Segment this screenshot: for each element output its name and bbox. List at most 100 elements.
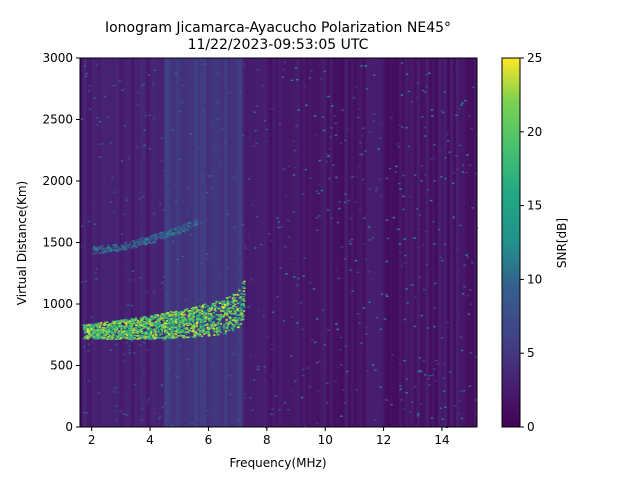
- trace-point: [239, 296, 242, 299]
- trace-point: [138, 323, 141, 325]
- trace-point: [174, 313, 177, 316]
- trace-point: [87, 332, 90, 334]
- noise-column: [377, 58, 382, 427]
- trace-point: [145, 324, 148, 327]
- noise-speck: [289, 258, 292, 260]
- noise-speck: [468, 385, 472, 387]
- noise-speck: [427, 189, 430, 191]
- noise-speck: [130, 304, 134, 307]
- y-tick-label: 1500: [42, 236, 73, 250]
- noise-speck: [304, 168, 308, 171]
- trace-point: [177, 335, 180, 337]
- noise-speck: [444, 406, 447, 408]
- trace-point: [180, 226, 183, 228]
- trace-point: [156, 319, 159, 321]
- trace-point: [136, 328, 139, 331]
- noise-column: [299, 58, 303, 427]
- noise-speck: [329, 136, 332, 138]
- trace-point: [228, 321, 231, 323]
- trace-point: [162, 234, 165, 237]
- trace-point: [108, 246, 111, 249]
- trace-point: [96, 338, 99, 340]
- trace-point: [194, 322, 197, 324]
- trace-point: [168, 317, 171, 320]
- trace-point: [210, 314, 213, 316]
- trace-point: [190, 327, 193, 329]
- trace-point: [139, 243, 143, 245]
- noise-speck: [323, 129, 326, 132]
- noise-column: [236, 58, 240, 427]
- trace-point: [212, 323, 215, 326]
- noise-speck: [179, 344, 183, 347]
- noise-speck: [160, 415, 163, 417]
- trace-point: [217, 329, 220, 331]
- noise-speck: [335, 176, 338, 179]
- trace-point: [148, 318, 151, 321]
- trace-point: [119, 338, 122, 340]
- trace-point: [222, 300, 225, 302]
- trace-point: [232, 302, 235, 304]
- noise-speck: [114, 387, 117, 389]
- noise-speck: [162, 339, 165, 341]
- noise-speck: [466, 256, 469, 258]
- trace-point: [83, 327, 86, 330]
- noise-speck: [434, 380, 438, 382]
- y-axis-label: Virtual Distance(Km): [15, 181, 29, 305]
- trace-point: [129, 322, 132, 324]
- noise-speck: [216, 118, 220, 121]
- noise-speck: [398, 363, 402, 366]
- trace-point: [126, 333, 129, 335]
- trace-point: [178, 314, 181, 316]
- noise-column: [323, 58, 328, 427]
- trace-point: [107, 248, 110, 251]
- noise-speck: [201, 200, 204, 202]
- noise-speck: [278, 123, 282, 125]
- trace-point: [118, 322, 121, 324]
- noise-speck: [292, 140, 295, 142]
- trace-point: [124, 333, 128, 336]
- noise-column: [200, 58, 204, 427]
- noise-speck: [461, 171, 465, 173]
- noise-column: [116, 58, 120, 427]
- noise-speck: [384, 398, 387, 401]
- noise-speck: [233, 262, 236, 264]
- noise-speck: [232, 242, 235, 245]
- trace-point: [178, 232, 181, 234]
- trace-point: [216, 327, 219, 329]
- noise-speck: [425, 85, 428, 88]
- trace-point: [178, 230, 181, 233]
- noise-speck: [385, 177, 389, 180]
- trace-point: [196, 317, 199, 320]
- noise-speck: [315, 217, 318, 219]
- noise-speck: [113, 211, 116, 214]
- trace-point: [178, 229, 181, 231]
- trace-point: [199, 319, 203, 321]
- trace-point: [123, 330, 126, 333]
- trace-point: [84, 336, 87, 338]
- noise-column: [347, 58, 352, 427]
- noise-speck: [368, 131, 372, 133]
- noise-column: [374, 58, 379, 427]
- noise-speck: [178, 110, 182, 113]
- noise-speck: [339, 348, 342, 351]
- trace-point: [187, 227, 190, 230]
- noise-speck: [253, 247, 257, 249]
- trace-point: [105, 330, 108, 333]
- trace-point: [116, 247, 119, 250]
- trace-point: [187, 331, 190, 334]
- trace-point: [184, 322, 187, 324]
- trace-point: [113, 246, 116, 249]
- noise-speck: [136, 146, 139, 148]
- noise-speck: [443, 91, 446, 93]
- trace-point: [127, 245, 130, 248]
- trace-point: [141, 323, 144, 325]
- trace-point: [144, 332, 147, 335]
- trace-point: [162, 233, 165, 235]
- trace-point: [232, 312, 235, 315]
- trace-point: [99, 329, 102, 332]
- trace-point: [199, 330, 202, 332]
- trace-point: [213, 334, 216, 336]
- trace-point: [195, 306, 198, 309]
- noise-column: [224, 58, 228, 427]
- noise-speck: [424, 231, 428, 233]
